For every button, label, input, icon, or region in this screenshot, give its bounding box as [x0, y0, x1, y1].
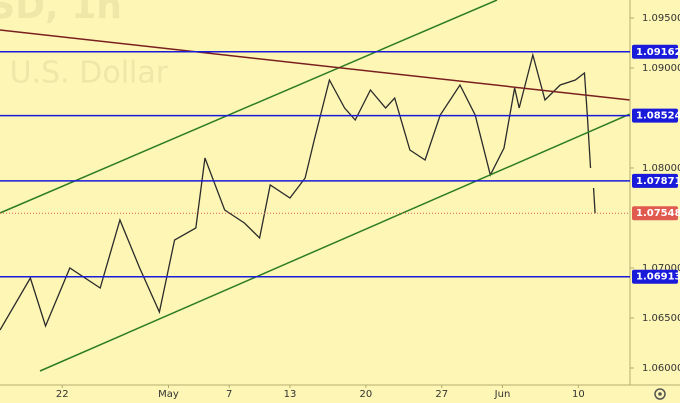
- y-tick-label: 1.09000: [642, 63, 680, 74]
- x-tick-label: Jun: [494, 389, 511, 400]
- level-label: 1.06913: [636, 272, 680, 283]
- channel-line: [0, 0, 498, 214]
- y-tick-label: 1.08000: [642, 163, 680, 174]
- price-line: [0, 52, 592, 331]
- y-tick-label: 1.06500: [642, 313, 680, 324]
- plot-area: [0, 52, 596, 331]
- x-tick-label: 22: [56, 389, 69, 400]
- x-tick-label: 13: [284, 389, 297, 400]
- last-price-label: 1.07548: [636, 208, 680, 219]
- level-label-box: [632, 269, 678, 284]
- settings-icon[interactable]: [654, 388, 666, 400]
- price-line: [592, 187, 596, 214]
- level-label: 1.08524: [636, 111, 680, 122]
- watermark: USD, 1h: [0, 0, 122, 27]
- y-tick-label: 1.07000: [642, 263, 680, 274]
- level-label: 1.07871: [636, 176, 680, 187]
- x-tick-label: 7: [226, 389, 232, 400]
- watermark: / U.S. Dollar: [0, 56, 169, 91]
- x-tick-label: May: [158, 389, 179, 400]
- level-label-box: [632, 108, 678, 123]
- last-price-box: [632, 206, 678, 221]
- x-tick-label: 10: [572, 389, 585, 400]
- trend-line: [0, 29, 631, 101]
- y-tick-label: 1.09500: [642, 13, 680, 24]
- x-tick-label: 20: [359, 389, 372, 400]
- level-label-box: [632, 44, 678, 59]
- channel-line: [39, 113, 631, 372]
- x-tick-label: 27: [435, 389, 448, 400]
- level-label: 1.09162: [636, 47, 680, 58]
- level-label-box: [632, 173, 678, 188]
- y-tick-label: 1.06000: [642, 363, 680, 374]
